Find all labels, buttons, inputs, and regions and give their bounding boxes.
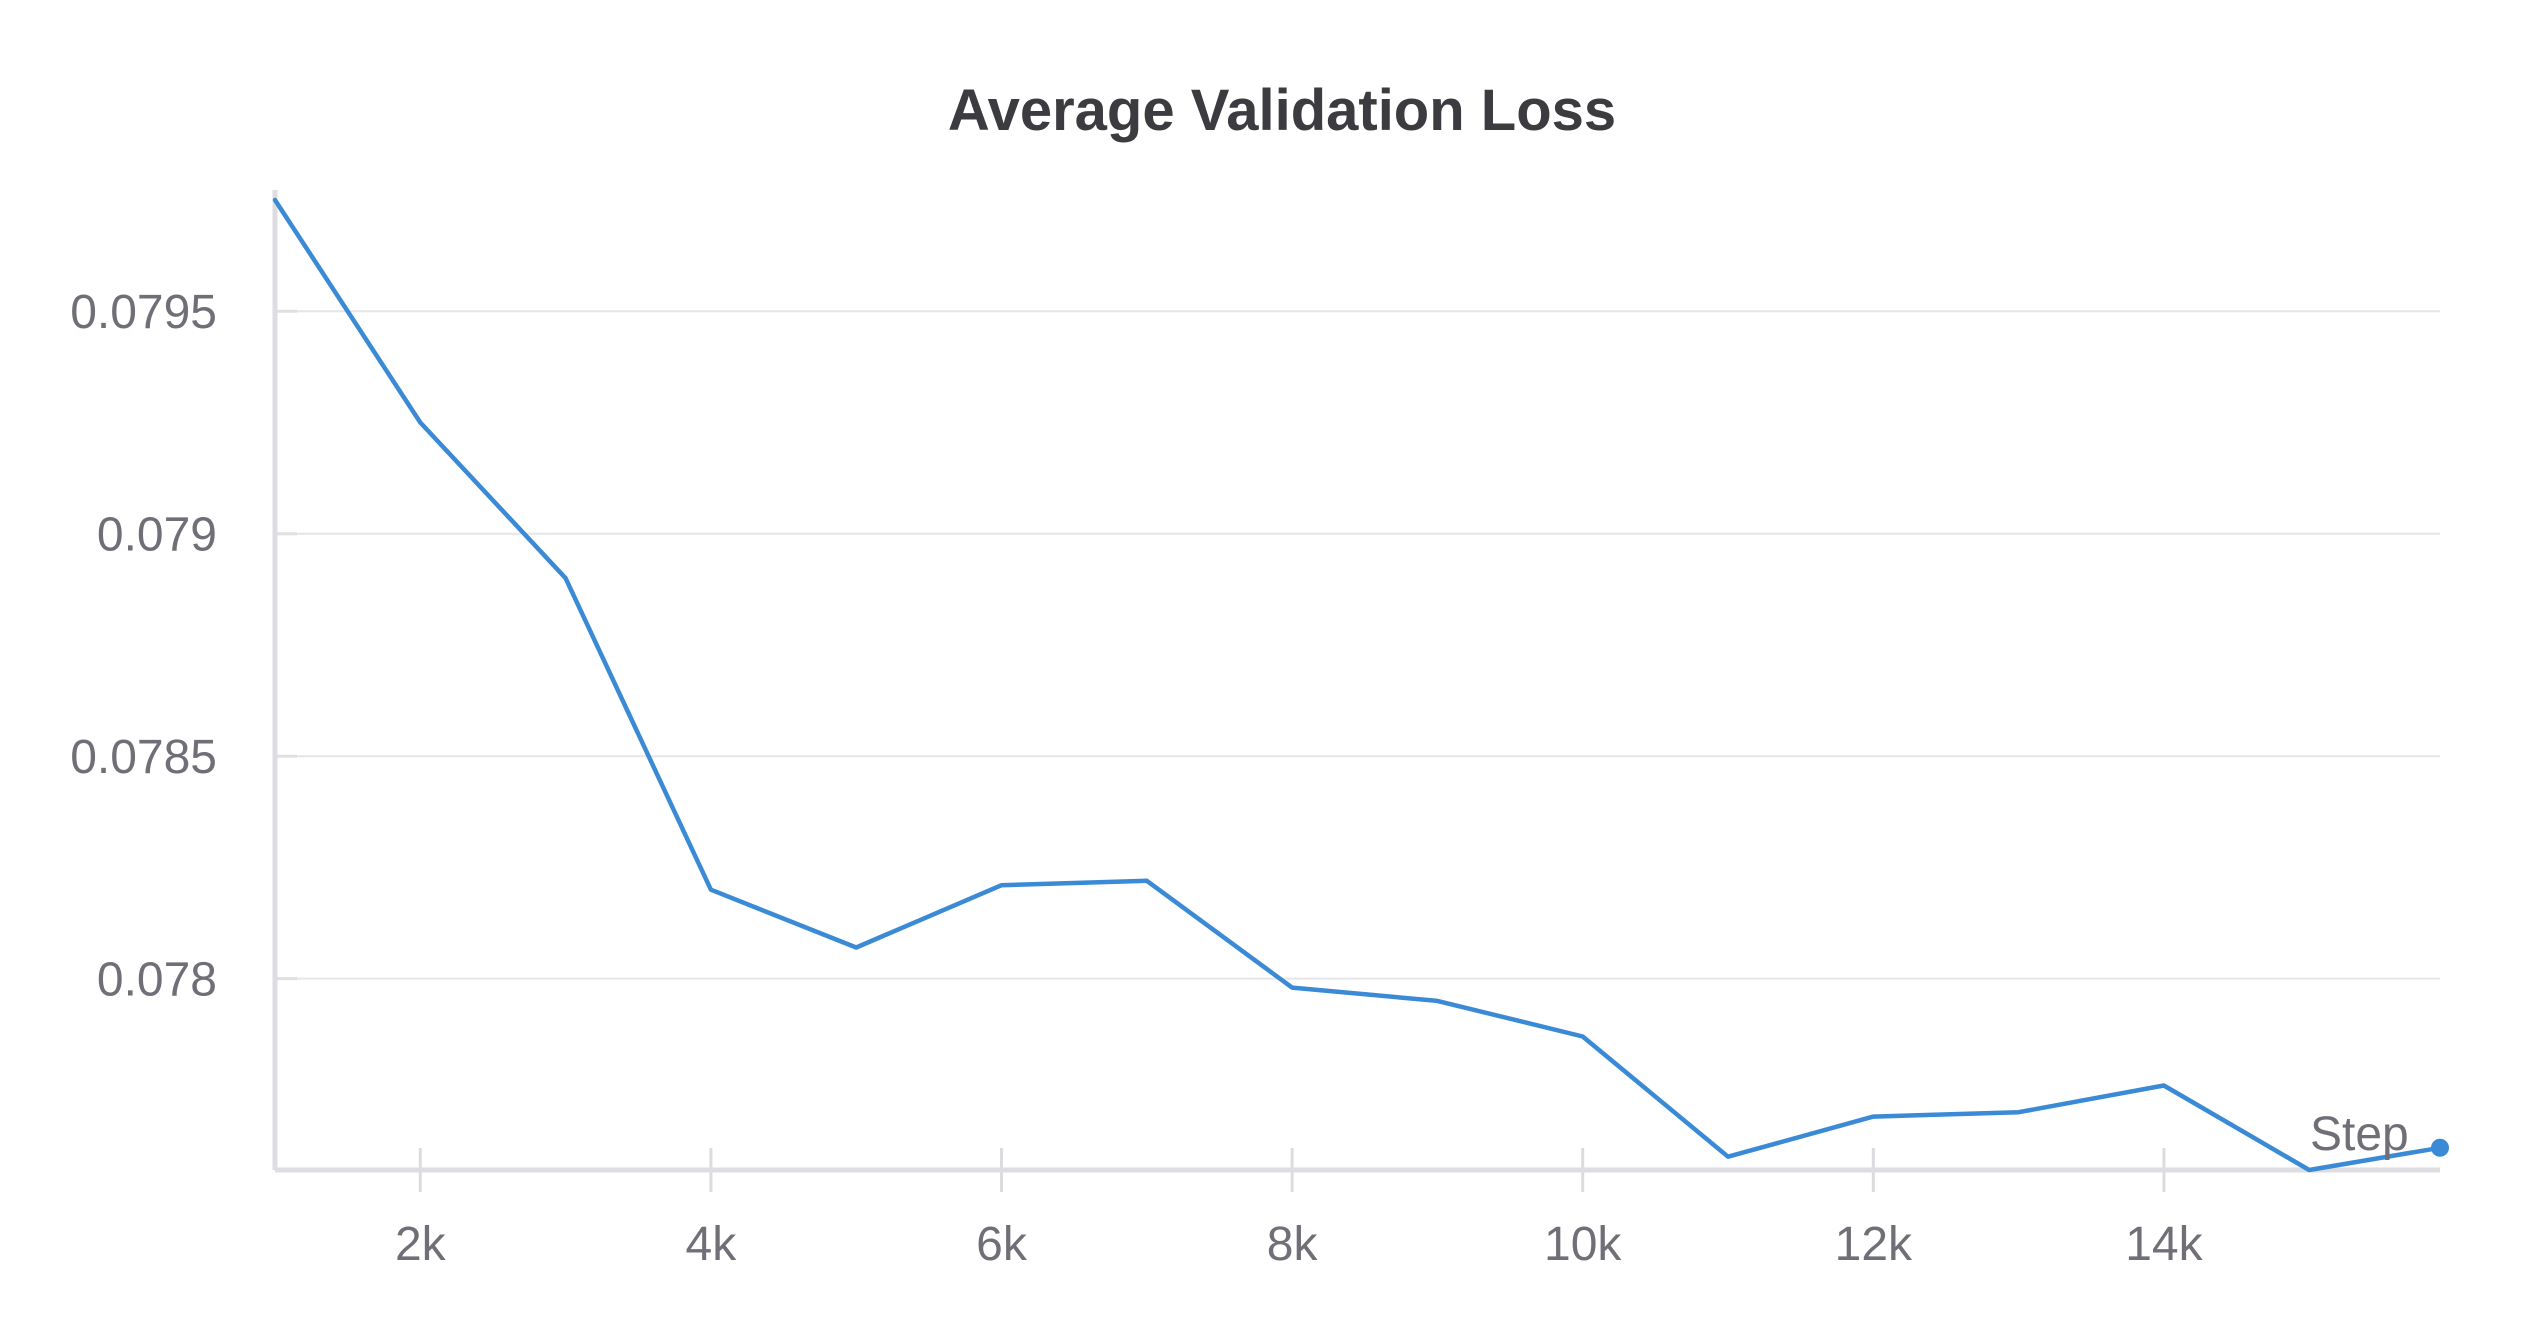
x-tick-label: 10k [1544, 1218, 1622, 1271]
chart-title: Average Validation Loss [948, 78, 1616, 143]
tick-labels: 0.078 0.0785 0.079 0.0795 2k 4k 6k 8k 10k 12k 14k [70, 286, 2203, 1271]
x-tick-label: 14k [2125, 1218, 2203, 1271]
series-layer [272, 197, 2449, 1173]
y-tick-label: 0.0785 [70, 731, 217, 784]
grid-lines [275, 309, 2440, 1192]
axes [272, 190, 2440, 1173]
y-tick-label: 0.078 [97, 954, 217, 1007]
x-tick-label: 2k [395, 1218, 447, 1271]
y-tick-label: 0.0795 [70, 286, 217, 339]
last-point-marker [2431, 1138, 2449, 1157]
x-tick-label: 4k [686, 1218, 738, 1271]
x-tick-label: 12k [1835, 1218, 1913, 1271]
x-axis-label: Step [2310, 1108, 2409, 1161]
y-tick-label: 0.079 [97, 509, 217, 562]
series-line [272, 197, 2443, 1173]
x-tick-label: 8k [1267, 1218, 1319, 1271]
x-tick-label: 6k [976, 1218, 1028, 1271]
